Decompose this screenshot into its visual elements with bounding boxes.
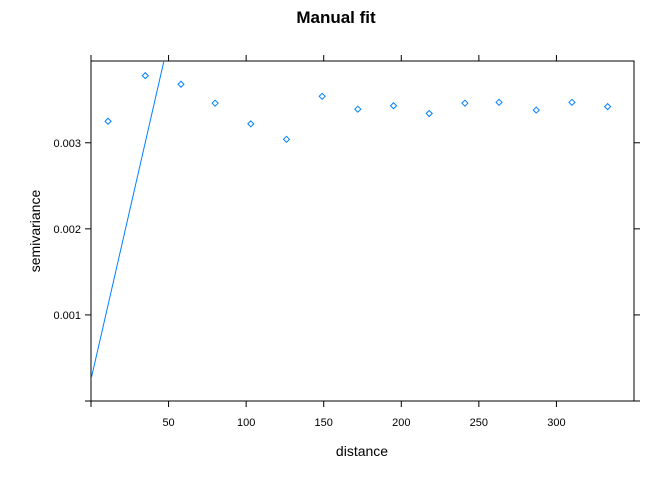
y-axis-label: semivariance (27, 190, 43, 273)
data-point (211, 99, 219, 107)
data-point (177, 80, 185, 88)
x-tick-label: 250 (470, 417, 488, 429)
x-tick-label: 200 (392, 417, 410, 429)
data-point (461, 99, 469, 107)
data-point (425, 109, 433, 118)
data-point (568, 98, 576, 107)
data-point (354, 105, 362, 113)
data-point (247, 120, 255, 128)
data-point (495, 98, 503, 107)
x-tick-label: 50 (162, 417, 174, 429)
data-point (141, 71, 150, 80)
model-fit-line (91, 61, 165, 380)
y-tick-label: 0.003 (53, 138, 81, 150)
x-tick-label: 100 (237, 417, 255, 429)
plot-area (90, 60, 635, 402)
data-point (389, 102, 398, 110)
data-point (282, 135, 291, 144)
x-tick-label: 150 (315, 417, 333, 429)
y-tick-label: 0.002 (53, 224, 81, 236)
x-axis-label: distance (336, 443, 388, 459)
data-point (104, 117, 112, 125)
x-tick-label: 300 (547, 417, 565, 429)
chart-title: Manual fit (296, 8, 376, 27)
data-point (318, 92, 326, 100)
y-tick-label: 0.001 (53, 310, 81, 322)
data-point (532, 106, 540, 114)
data-point (603, 102, 612, 111)
